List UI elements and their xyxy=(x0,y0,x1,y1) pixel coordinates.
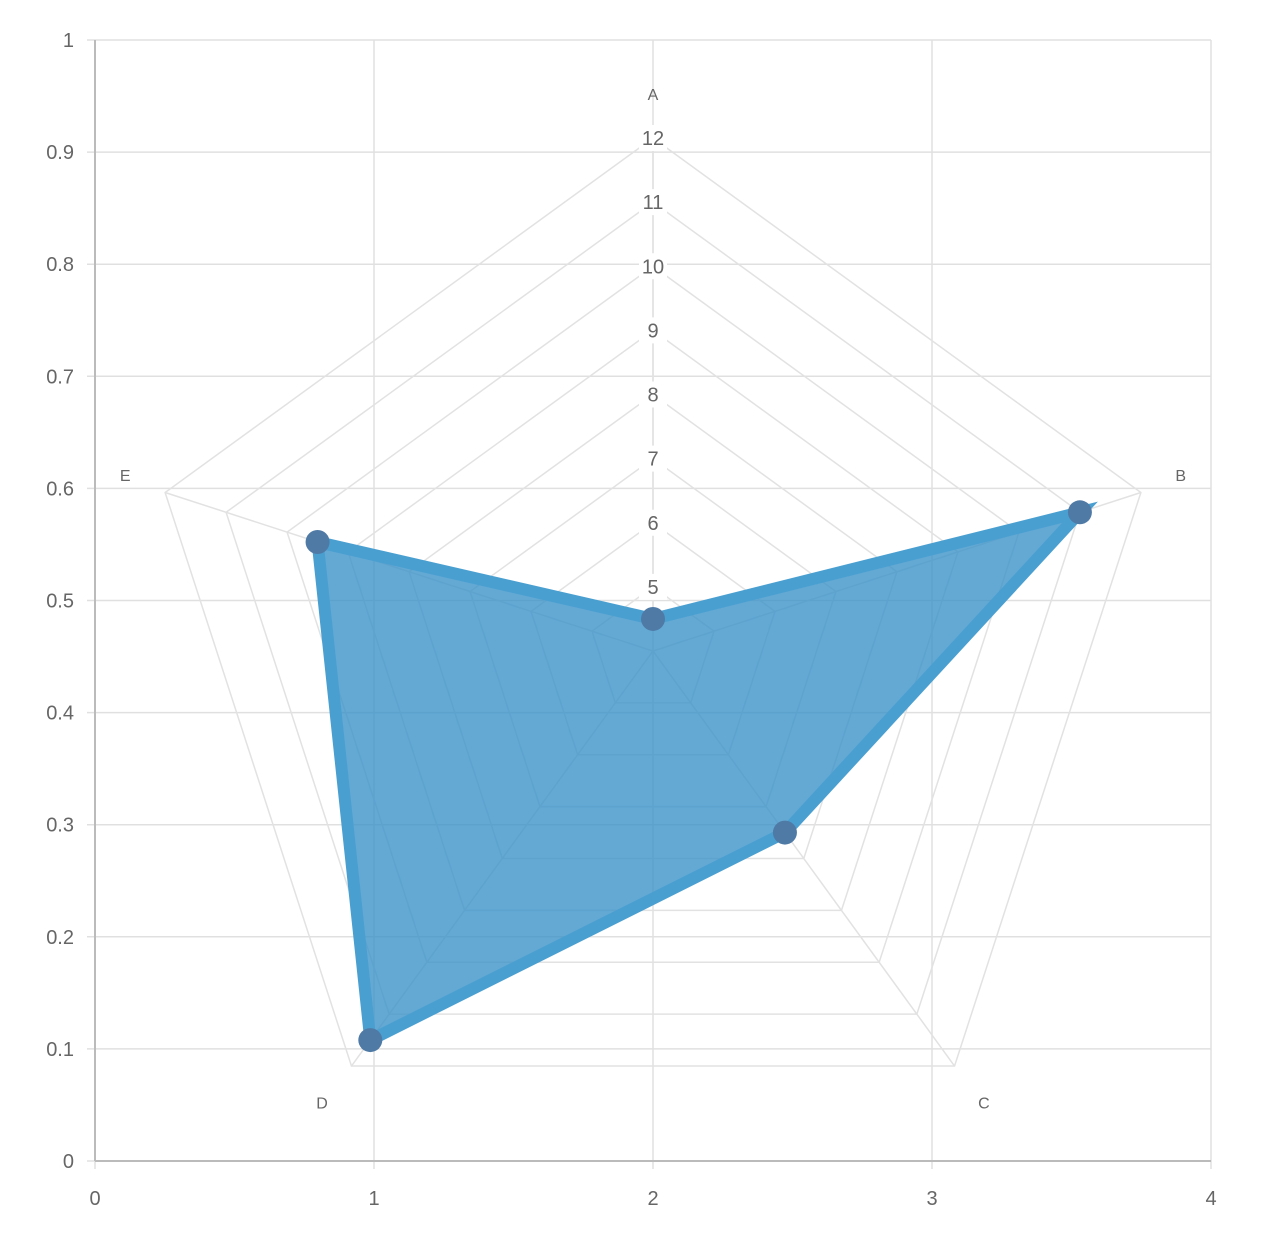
data-point[interactable] xyxy=(641,606,665,631)
radial-tick-backdrop xyxy=(639,125,667,151)
radar-grid-ring xyxy=(164,137,1142,1067)
data-point[interactable] xyxy=(772,820,797,845)
x-tick-label: 3 xyxy=(926,1188,937,1210)
radar-grid-ring xyxy=(347,329,959,912)
radar-series xyxy=(305,500,1098,1053)
y-tick-label: 1 xyxy=(63,30,74,52)
radar-axis-label: C xyxy=(978,1095,990,1112)
x-tick-label: 2 xyxy=(647,1188,658,1210)
radial-tick-label: 8 xyxy=(647,385,658,407)
radial-tick-label: 5 xyxy=(647,577,658,599)
radar-grid-ring xyxy=(286,265,1020,964)
x-tick-label: 4 xyxy=(1205,1188,1216,1210)
x-tick-label: 1 xyxy=(368,1188,379,1210)
radar-axis-label: B xyxy=(1175,468,1186,485)
radial-tick-label: 10 xyxy=(642,256,664,278)
y-tick-label: 0.6 xyxy=(46,478,74,500)
radial-tick-label: 11 xyxy=(643,192,664,214)
y-tick-label: 0.5 xyxy=(46,591,74,613)
radial-tick-backdrop xyxy=(639,381,667,408)
data-point[interactable] xyxy=(358,1028,383,1053)
radar-grid-ring xyxy=(225,201,1081,1015)
y-tick-label: 0.9 xyxy=(46,142,74,164)
y-tick-label: 0.7 xyxy=(46,366,74,388)
x-tick-label: 0 xyxy=(89,1188,100,1210)
y-tick-label: 0.1 xyxy=(46,1039,74,1061)
y-tick-label: 0.8 xyxy=(46,254,74,276)
radial-tick-backdrop xyxy=(639,189,667,216)
radar-axis-label: A xyxy=(648,87,659,104)
radial-tick-label: 9 xyxy=(647,320,658,342)
data-point[interactable] xyxy=(305,530,330,555)
y-tick-label: 0.3 xyxy=(46,815,74,837)
radar-axis-label: D xyxy=(316,1095,328,1112)
radial-tick-backdrop xyxy=(639,317,667,344)
cartesian-axes: 0 1 2 3 400.10.20.30.40.50.60.70.80.91 xyxy=(46,30,1216,1210)
radar-ticks: 5 6 7 8 9 10 11 12 xyxy=(639,125,667,600)
series-area xyxy=(310,501,1098,1050)
y-tick-label: 0.4 xyxy=(46,703,74,725)
radial-tick-label: 12 xyxy=(642,128,664,150)
y-tick-label: 0 xyxy=(63,1151,74,1173)
radial-tick-backdrop xyxy=(639,445,667,472)
radial-tick-label: 7 xyxy=(647,449,658,471)
data-point[interactable] xyxy=(1067,500,1092,525)
radial-tick-backdrop xyxy=(639,253,667,280)
y-tick-label: 0.2 xyxy=(46,927,74,949)
radial-tick-backdrop xyxy=(639,509,667,536)
radial-tick-backdrop xyxy=(639,573,667,600)
radar-axis-label: E xyxy=(120,468,131,485)
radial-tick-label: 6 xyxy=(647,513,658,535)
radar-labels: A B C D E xyxy=(120,87,1186,1112)
